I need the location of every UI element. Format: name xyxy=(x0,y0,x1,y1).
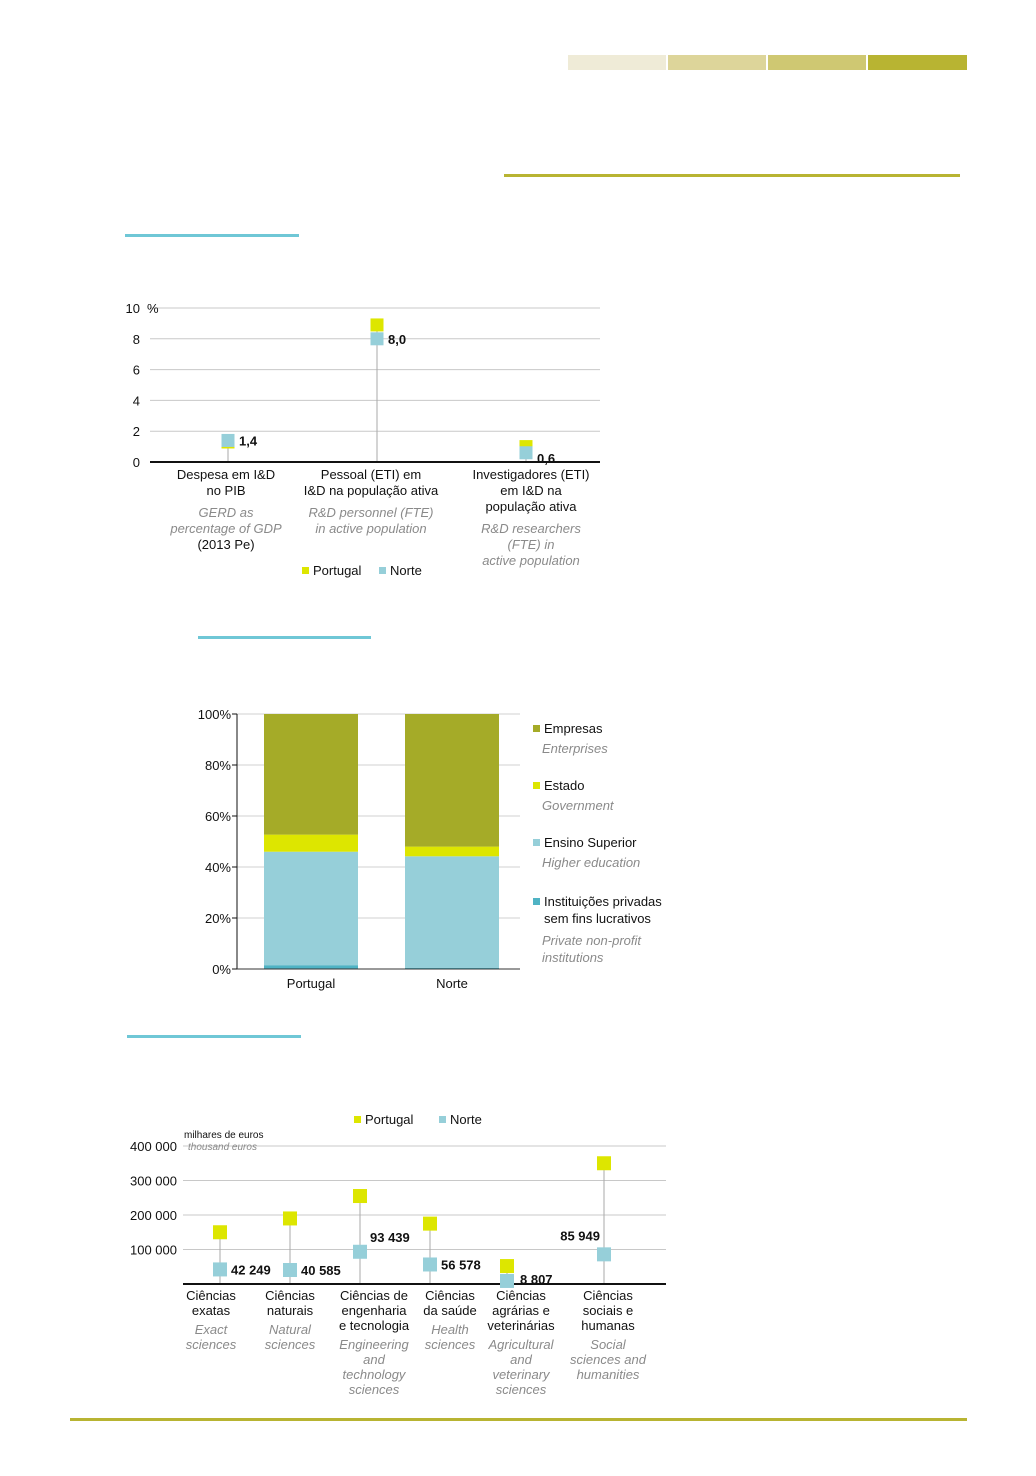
data-label: 0,6 xyxy=(537,451,555,466)
legend-item-estado: Estado Government xyxy=(533,778,614,813)
y-tick-label: 60% xyxy=(205,809,231,824)
chart-3-category-6: Ciências sociais e humanas Social scienc… xyxy=(570,1288,646,1382)
footer-line xyxy=(70,1418,967,1421)
data-label: 1,4 xyxy=(239,433,258,448)
marker-norte xyxy=(597,1247,611,1262)
legend-swatch-portugal xyxy=(354,1116,361,1123)
legend-swatch-portugal xyxy=(302,567,309,574)
section-3-line xyxy=(127,1035,301,1038)
marker-norte xyxy=(500,1273,514,1288)
marker-portugal xyxy=(283,1211,297,1226)
chart-3: 100 000 200 000 300 000 400 000 42 249 40 585… xyxy=(130,1112,666,1397)
bar-segment-empresas xyxy=(405,714,499,847)
bar-segment-ensino-superior xyxy=(405,856,499,968)
legend-item-empresas: Empresas Enterprises xyxy=(533,721,608,756)
legend-swatch-ensino-superior xyxy=(533,839,540,846)
marker-norte xyxy=(519,446,533,460)
marker-portugal xyxy=(213,1225,227,1240)
title-underline xyxy=(504,174,960,177)
chart-1-plot: 0 2 4 6 8 10 1,4 8,0 0,6 xyxy=(126,301,600,470)
chart-3-category-1: Ciências exatas Exact sciences xyxy=(185,1288,237,1352)
y-tick-label: 400 000 xyxy=(130,1139,177,1154)
chart-3-legend: Portugal Norte xyxy=(354,1112,482,1127)
data-label: 42 249 xyxy=(231,1262,271,1277)
legend-item-ipsfl: Instituições privadas sem fins lucrativo… xyxy=(533,893,662,966)
y-tick-label: 2 xyxy=(133,424,140,439)
marker-norte xyxy=(221,433,235,447)
header-bar-segment-4 xyxy=(868,55,967,70)
legend-swatch-norte xyxy=(379,567,387,574)
bar-segment-estado xyxy=(405,846,499,857)
marker-portugal xyxy=(597,1156,611,1171)
chart-1-category-1: Despesa em I&D no PIB GERD as percentage… xyxy=(170,467,282,552)
y-tick-label: 0 xyxy=(133,455,140,470)
marker-portugal xyxy=(370,318,384,332)
legend-swatch-ipsfl xyxy=(533,898,540,905)
section-2-line xyxy=(198,636,371,639)
y-tick-label: 10 xyxy=(126,301,140,316)
y-tick-label: 4 xyxy=(133,393,140,408)
y-tick-label: 20% xyxy=(205,911,231,926)
marker-portugal xyxy=(423,1216,437,1231)
legend-swatch-norte xyxy=(439,1116,447,1123)
y-tick-label: 100 000 xyxy=(130,1243,177,1258)
chart-3-category-2: Ciências naturais Natural sciences xyxy=(264,1288,316,1352)
marker-norte xyxy=(423,1257,437,1272)
data-label: 8,0 xyxy=(388,332,406,347)
data-label: 40 585 xyxy=(301,1263,341,1278)
marker-norte xyxy=(283,1262,297,1277)
legend-swatch-estado xyxy=(533,782,540,789)
chart-1-category-2: Pessoal (ETI) em I&D na população ativa … xyxy=(303,467,439,536)
chart-2-plot: 0% 20% 40% 60% 80% 100% Portugal Norte xyxy=(198,707,520,991)
legend-label-portugal: Portugal xyxy=(365,1112,414,1127)
data-label: 93 439 xyxy=(370,1230,410,1245)
section-1-line xyxy=(125,234,299,237)
chart-3-category-3: Ciências de engenharia e tecnologia Engi… xyxy=(338,1288,410,1397)
data-label: 8 807 xyxy=(520,1272,553,1287)
legend-item-ensino-superior: Ensino Superior Higher education xyxy=(533,835,640,870)
y-tick-label: 8 xyxy=(133,332,140,347)
header-bar-segment-2 xyxy=(668,55,766,70)
bar-segment-ensino-superior xyxy=(264,851,358,966)
y-tick-label: 200 000 xyxy=(130,1208,177,1223)
data-label: 85 949 xyxy=(560,1228,600,1243)
chart-3-unit: milhares de euros thousand euros xyxy=(184,1130,264,1153)
y-tick-label: 6 xyxy=(133,363,140,378)
chart-1-legend: Portugal Norte xyxy=(302,563,422,578)
data-label: 56 578 xyxy=(441,1257,481,1272)
marker-norte xyxy=(353,1244,367,1259)
y-tick-label: 100% xyxy=(198,707,232,722)
legend-swatch-empresas xyxy=(533,725,540,732)
y-tick-label: 0% xyxy=(212,962,231,977)
marker-portugal xyxy=(353,1189,367,1204)
chart-1-unit: % xyxy=(147,301,159,316)
bar-segment-ipsfl xyxy=(264,965,358,969)
y-tick-label: 40% xyxy=(205,860,231,875)
x-category-label: Norte xyxy=(436,976,468,991)
marker-portugal xyxy=(500,1259,514,1274)
header-bar-segment-1 xyxy=(568,55,666,70)
legend-label-portugal: Portugal xyxy=(313,563,362,578)
bar-segment-empresas xyxy=(264,714,358,835)
chart-2: 0% 20% 40% 60% 80% 100% Portugal Norte Empresas… xyxy=(198,707,662,991)
chart-3-category-4: Ciências da saúde Health sciences xyxy=(423,1288,477,1352)
marker-norte xyxy=(370,332,384,346)
chart-3-plot: 100 000 200 000 300 000 400 000 42 249 40 585… xyxy=(130,1139,666,1288)
marker-norte xyxy=(213,1262,227,1277)
chart-1: 0 2 4 6 8 10 1,4 8,0 0,6 % Despesa em I&D no PIB… xyxy=(0,0,1036,600)
y-tick-label: 300 000 xyxy=(130,1174,177,1189)
bar-segment-estado xyxy=(264,834,358,852)
chart-3-category-5: Ciências agrárias e veterinárias Agricul… xyxy=(487,1288,555,1397)
legend-label-norte: Norte xyxy=(450,1112,482,1127)
y-tick-label: 80% xyxy=(205,758,231,773)
header-bar-segment-3 xyxy=(768,55,866,70)
legend-label-norte: Norte xyxy=(390,563,422,578)
bar-segment-ipsfl xyxy=(405,967,499,969)
x-category-label: Portugal xyxy=(287,976,336,991)
chart-1-category-3: Investigadores (ETI) em I&D na população… xyxy=(472,467,590,568)
